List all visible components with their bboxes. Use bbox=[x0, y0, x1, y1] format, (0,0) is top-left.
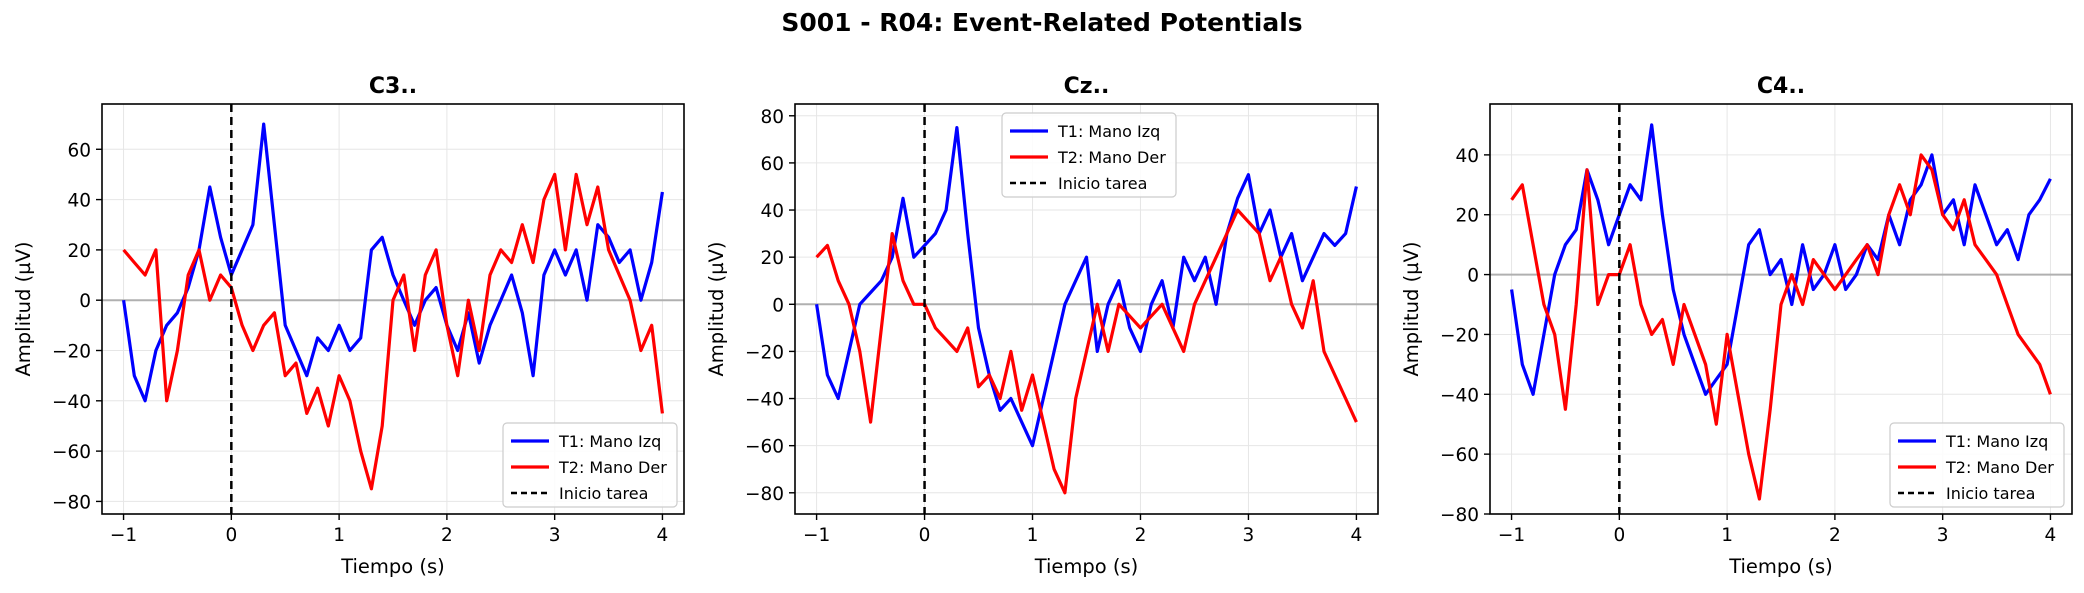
y-tick-label: −80 bbox=[1440, 505, 1479, 526]
x-tick-label: −1 bbox=[110, 525, 137, 546]
y-tick-label: 20 bbox=[760, 248, 784, 269]
legend-label-onset: Inicio tarea bbox=[1058, 174, 1147, 193]
x-tick-label: 2 bbox=[1135, 525, 1147, 546]
x-tick-label: 2 bbox=[441, 525, 453, 546]
legend-label-t2: T2: Mano Der bbox=[558, 458, 667, 477]
axes-frame bbox=[1489, 103, 2073, 515]
legend-label-onset: Inicio tarea bbox=[559, 484, 648, 503]
y-tick-label: 40 bbox=[760, 201, 784, 222]
y-tick-label: −60 bbox=[52, 442, 91, 463]
x-tick-label: 3 bbox=[1937, 525, 1949, 546]
panel-title: C3.. bbox=[369, 74, 417, 99]
y-axis-label: Amplitud (µV) bbox=[1400, 241, 1423, 376]
series-line-t1 bbox=[815, 125, 1358, 448]
y-tick-label: 60 bbox=[67, 140, 91, 161]
x-tick-label: 0 bbox=[919, 525, 931, 546]
y-tick-label: 40 bbox=[1455, 146, 1479, 167]
y-tick-label: 0 bbox=[79, 291, 91, 312]
panel-title: C4.. bbox=[1757, 74, 1805, 99]
legend-frame bbox=[502, 422, 678, 508]
y-tick-label: 20 bbox=[1455, 206, 1479, 227]
x-tick-label: 4 bbox=[1351, 525, 1363, 546]
legend: T1: Mano Izq T2: Mano Der Inicio tarea bbox=[1001, 112, 1177, 198]
legend-label-t2: T2: Mano Der bbox=[1057, 148, 1166, 167]
panel-title: Cz.. bbox=[1064, 74, 1110, 99]
legend-label-t2: T2: Mano Der bbox=[1945, 458, 2054, 477]
series-line-t2 bbox=[815, 208, 1358, 495]
legend-label-t1: T1: Mano Izq bbox=[558, 432, 661, 451]
y-tick-label: −60 bbox=[1440, 445, 1479, 466]
axes-frame bbox=[794, 103, 1379, 515]
y-axis-label: Amplitud (µV) bbox=[705, 241, 728, 376]
x-axis-label: Tiempo (s) bbox=[1034, 555, 1139, 578]
y-tick-label: 60 bbox=[760, 154, 784, 175]
y-tick-label: −80 bbox=[52, 492, 91, 513]
y-tick-label: 40 bbox=[67, 191, 91, 212]
y-tick-label: −40 bbox=[1440, 385, 1479, 406]
x-tick-label: 3 bbox=[1243, 525, 1255, 546]
legend: T1: Mano Izq T2: Mano Der Inicio tarea bbox=[502, 422, 678, 508]
x-tick-label: 0 bbox=[1613, 525, 1625, 546]
x-tick-label: 4 bbox=[2045, 525, 2057, 546]
y-tick-label: −80 bbox=[745, 484, 784, 505]
y-tick-label: −40 bbox=[745, 390, 784, 411]
legend-frame bbox=[1889, 422, 2065, 508]
x-tick-label: 1 bbox=[333, 525, 345, 546]
x-tick-label: 4 bbox=[657, 525, 669, 546]
panel-2: −1 0 1 2 3 4 −80 −60 −40 −20 0 20 40 60 80 Tiempo (s) Am… bbox=[705, 74, 1379, 578]
figure-title: S001 - R04: Event-Related Potentials bbox=[781, 8, 1303, 37]
legend-label-onset: Inicio tarea bbox=[1946, 484, 2035, 503]
panel-1: −1 0 1 2 3 4 −80 −60 −40 −20 0 20 40 60 Tiempo (s) Ampl… bbox=[12, 74, 685, 578]
y-tick-label: 0 bbox=[1467, 266, 1479, 287]
y-tick-label: 20 bbox=[67, 241, 91, 262]
series-line-t1 bbox=[1510, 123, 2052, 396]
x-tick-label: −1 bbox=[1498, 525, 1525, 546]
legend-label-t1: T1: Mano Izq bbox=[1945, 432, 2048, 451]
legend-label-t1: T1: Mano Izq bbox=[1057, 122, 1160, 141]
y-tick-label: −20 bbox=[745, 342, 784, 363]
y-tick-label: −20 bbox=[52, 342, 91, 363]
x-tick-label: 3 bbox=[549, 525, 561, 546]
x-tick-label: 2 bbox=[1829, 525, 1841, 546]
y-tick-label: −60 bbox=[745, 437, 784, 458]
legend-frame bbox=[1001, 112, 1177, 198]
y-tick-label: −20 bbox=[1440, 325, 1479, 346]
legend: T1: Mano Izq T2: Mano Der Inicio tarea bbox=[1889, 422, 2065, 508]
y-tick-label: 80 bbox=[760, 107, 784, 128]
y-tick-label: 0 bbox=[772, 295, 784, 316]
x-axis-label: Tiempo (s) bbox=[1728, 555, 1833, 578]
x-tick-label: −1 bbox=[803, 525, 830, 546]
series-line-t1 bbox=[122, 122, 664, 403]
x-tick-label: 0 bbox=[225, 525, 237, 546]
panel-3: −1 0 1 2 3 4 −80 −60 −40 −20 0 20 40 Tiempo (s) Amplit… bbox=[1400, 74, 2073, 578]
y-tick-label: −40 bbox=[52, 392, 91, 413]
x-tick-label: 1 bbox=[1721, 525, 1733, 546]
series-line-t2 bbox=[122, 172, 664, 491]
series-line-t2 bbox=[1510, 153, 2052, 501]
x-tick-label: 1 bbox=[1027, 525, 1039, 546]
x-axis-label: Tiempo (s) bbox=[340, 555, 445, 578]
y-axis-label: Amplitud (µV) bbox=[12, 241, 35, 376]
axes-frame bbox=[101, 103, 685, 515]
